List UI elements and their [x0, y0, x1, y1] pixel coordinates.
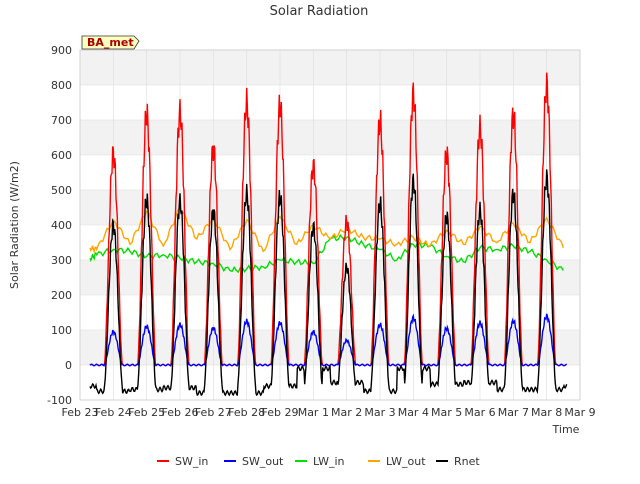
y-tick-label: -100 [47, 394, 72, 407]
x-tick-label: Feb 24 [95, 406, 132, 419]
legend-label: SW_in [175, 455, 208, 468]
x-tick-label: Mar 2 [331, 406, 362, 419]
chart-title: Solar Radiation [270, 4, 369, 19]
y-tick-label: 200 [51, 289, 72, 302]
series-layer [89, 72, 568, 397]
y-tick-labels: -100 0 100 200 300 400 500 600 700 800 900 [47, 44, 72, 407]
y-tick-label: 100 [51, 324, 72, 337]
legend-label: LW_out [386, 455, 426, 468]
x-tick-label: Mar 5 [431, 406, 462, 419]
x-tick-label: Mar 4 [398, 406, 429, 419]
y-axis-label: Solar Radiation (W/m2) [8, 161, 21, 289]
y-tick-label: 900 [51, 44, 72, 57]
annotation-label: BA_met [87, 36, 134, 49]
x-axis-label: Time [552, 423, 580, 436]
legend: SW_in SW_out LW_in LW_out Rnet [157, 455, 480, 468]
y-tick-label: 400 [51, 219, 72, 232]
grid-bands [80, 50, 580, 365]
plot-frame [79, 49, 581, 401]
y-tick-label: 600 [51, 149, 72, 162]
x-tick-label: Mar 9 [564, 406, 595, 419]
x-tick-label: Mar 7 [498, 406, 529, 419]
annotation-box [81, 35, 140, 50]
grid-band [80, 50, 580, 85]
y-tick-label: 500 [51, 184, 72, 197]
x-tick-label: Mar 1 [298, 406, 329, 419]
y-tick-label: 0 [65, 359, 72, 372]
x-tick-label: Feb 23 [62, 406, 99, 419]
legend-item-rnet: Rnet [436, 455, 480, 468]
x-tick-label: Feb 26 [162, 406, 199, 419]
legend-item-sw-out: SW_out [224, 455, 284, 468]
grid-band [80, 330, 580, 365]
grid-band [80, 190, 580, 225]
grid-band [80, 260, 580, 295]
x-tick-label: Mar 8 [531, 406, 562, 419]
series-line-rnet [89, 169, 568, 397]
legend-label: Rnet [454, 455, 480, 468]
legend-label: LW_in [313, 455, 345, 468]
y-tick-label: 700 [51, 114, 72, 127]
legend-item-lw-in: LW_in [295, 455, 345, 468]
x-tick-label: Feb 27 [195, 406, 232, 419]
x-tick-label: Mar 3 [364, 406, 395, 419]
grid-band [80, 120, 580, 155]
x-tick-label: Feb 29 [262, 406, 299, 419]
x-tick-label: Feb 25 [128, 406, 165, 419]
legend-label: SW_out [242, 455, 284, 468]
station-annotation: BA_met [81, 35, 140, 50]
x-tick-label: Mar 6 [464, 406, 495, 419]
legend-item-sw-in: SW_in [157, 455, 208, 468]
x-tick-label: Feb 28 [228, 406, 265, 419]
y-tick-label: 800 [51, 79, 72, 92]
legend-item-lw-out: LW_out [368, 455, 426, 468]
y-tick-label: 300 [51, 254, 72, 267]
